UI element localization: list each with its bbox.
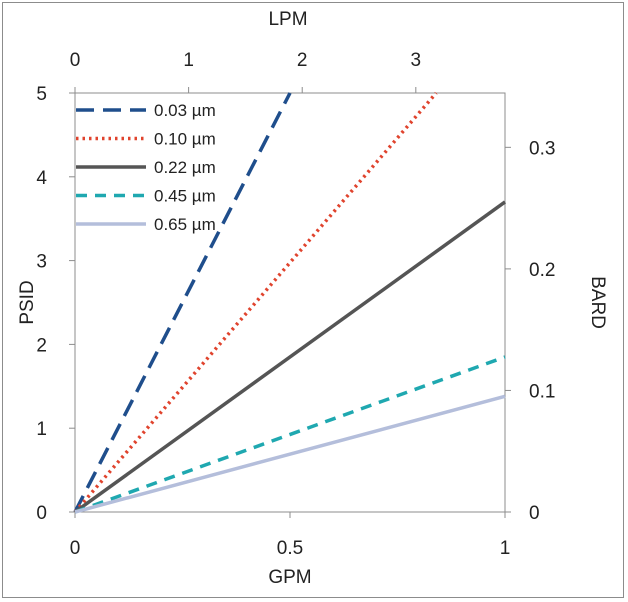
y2-tick-label: 0.1 — [529, 381, 555, 402]
plot-area-border — [74, 92, 506, 513]
x-tick-label: 1 — [500, 538, 511, 559]
x2-axis-title: LPM — [268, 9, 307, 30]
legend-label: 0.65 µm — [154, 215, 216, 234]
y-tick-label: 1 — [36, 419, 47, 440]
legend-label: 0.45 µm — [154, 187, 216, 206]
series-group — [73, 91, 507, 514]
series-line-0-65-m — [74, 394, 506, 514]
series-line-0-45-m — [74, 355, 506, 514]
x2-tick-label: 3 — [411, 50, 422, 71]
y-tick-label: 0 — [36, 503, 47, 524]
y-tick-label: 5 — [36, 84, 47, 105]
legend-label: 0.22 µm — [154, 158, 216, 177]
y2-tick-label: 0.2 — [529, 260, 555, 281]
series-line-0-22-m — [73, 200, 507, 514]
series-line-0-03-m — [73, 92, 292, 513]
y-tick-label: 4 — [36, 168, 47, 189]
y2-tick-label: 0.3 — [529, 138, 555, 159]
x-tick-label: 0.5 — [277, 538, 303, 559]
x-tick-label: 0 — [70, 538, 81, 559]
y2-tick-label: 0 — [529, 503, 540, 524]
series-line-0-10-m — [73, 91, 438, 514]
x-axis-title: GPM — [268, 567, 311, 588]
y2-axis-title: BARD — [587, 276, 608, 329]
y-axis-title: PSID — [17, 280, 38, 324]
legend-label: 0.03 µm — [154, 101, 216, 120]
y-tick-label: 2 — [36, 335, 47, 356]
legend: 0.03 µm 0.10 µm 0.22 µm 0.45 µm 0.65 µm — [76, 101, 216, 234]
x2-tick-label: 2 — [297, 50, 308, 71]
x2-tick-label: 0 — [70, 50, 81, 71]
y-tick-label: 3 — [36, 252, 47, 273]
x2-tick-label: 1 — [183, 50, 194, 71]
legend-label: 0.10 µm — [154, 130, 216, 149]
